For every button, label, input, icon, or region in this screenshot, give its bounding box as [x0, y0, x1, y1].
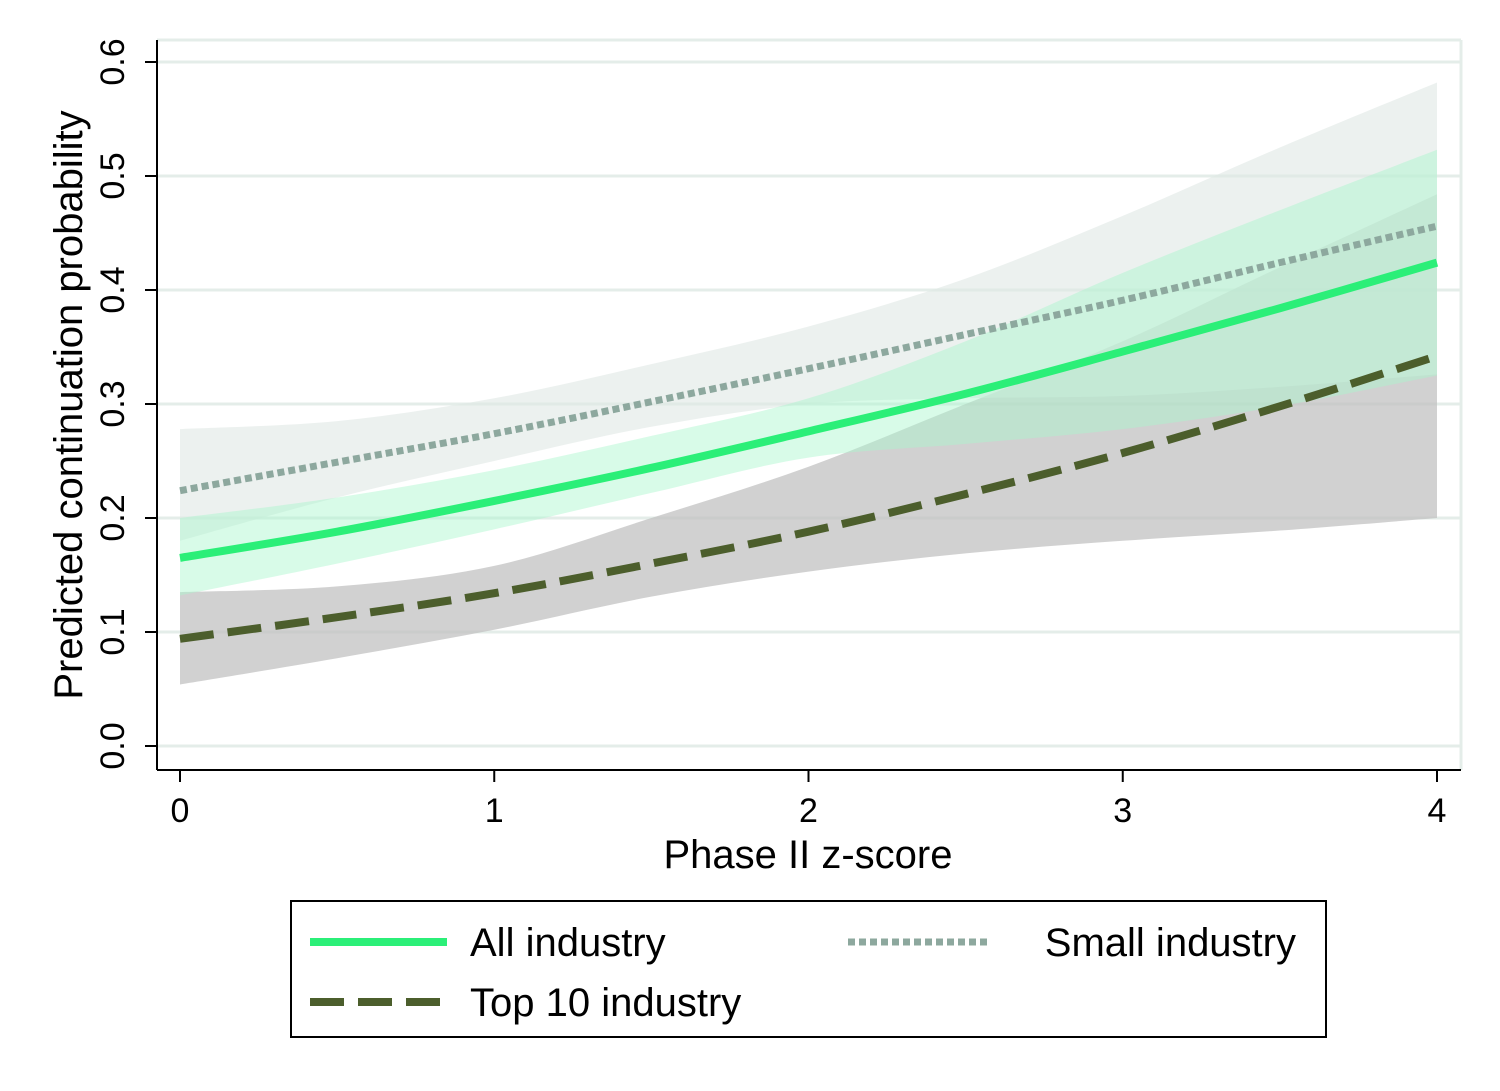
x-tick-label-3: 3 — [1113, 792, 1132, 830]
legend-label-small-industry: Small industry — [1045, 921, 1296, 965]
x-tick-label-0: 0 — [171, 792, 190, 830]
axes: 0.0 0.1 0.2 0.3 0.4 0.5 0.6 0 1 2 3 4 — [94, 38, 1461, 830]
band-small-industry — [180, 82, 1437, 541]
x-axis-label: Phase II z-score — [663, 833, 952, 877]
legend: All industry Small industry Top 10 industr… — [290, 900, 1327, 1038]
x-tick-label-4: 4 — [1428, 792, 1447, 830]
x-tick-label-2: 2 — [799, 792, 818, 830]
y-tick-label-6: 0.6 — [94, 38, 132, 85]
y-tick-label-4: 0.4 — [94, 266, 132, 313]
legend-label-all-industry: All industry — [470, 921, 666, 965]
line-small-industry — [179, 222, 1438, 495]
series-lines — [179, 222, 1439, 643]
y-tick-label-1: 0.1 — [94, 608, 132, 655]
legend-label-top-10-industry: Top 10 industry — [470, 981, 741, 1025]
y-axis-label: Predicted continuation probability — [47, 110, 91, 699]
band-all-industry — [180, 149, 1437, 596]
y-tick-label-0: 0.0 — [94, 722, 132, 769]
y-tick-label-5: 0.5 — [94, 152, 132, 199]
band-top-10-industry — [180, 194, 1437, 685]
line-all-industry — [179, 258, 1439, 562]
line-top-10-industry — [179, 352, 1439, 643]
confidence-bands — [180, 82, 1437, 685]
legend-box — [290, 900, 1327, 1038]
y-tick-label-2: 0.2 — [94, 494, 132, 541]
x-tick-label-1: 1 — [485, 792, 504, 830]
y-tick-label-3: 0.3 — [94, 380, 132, 427]
